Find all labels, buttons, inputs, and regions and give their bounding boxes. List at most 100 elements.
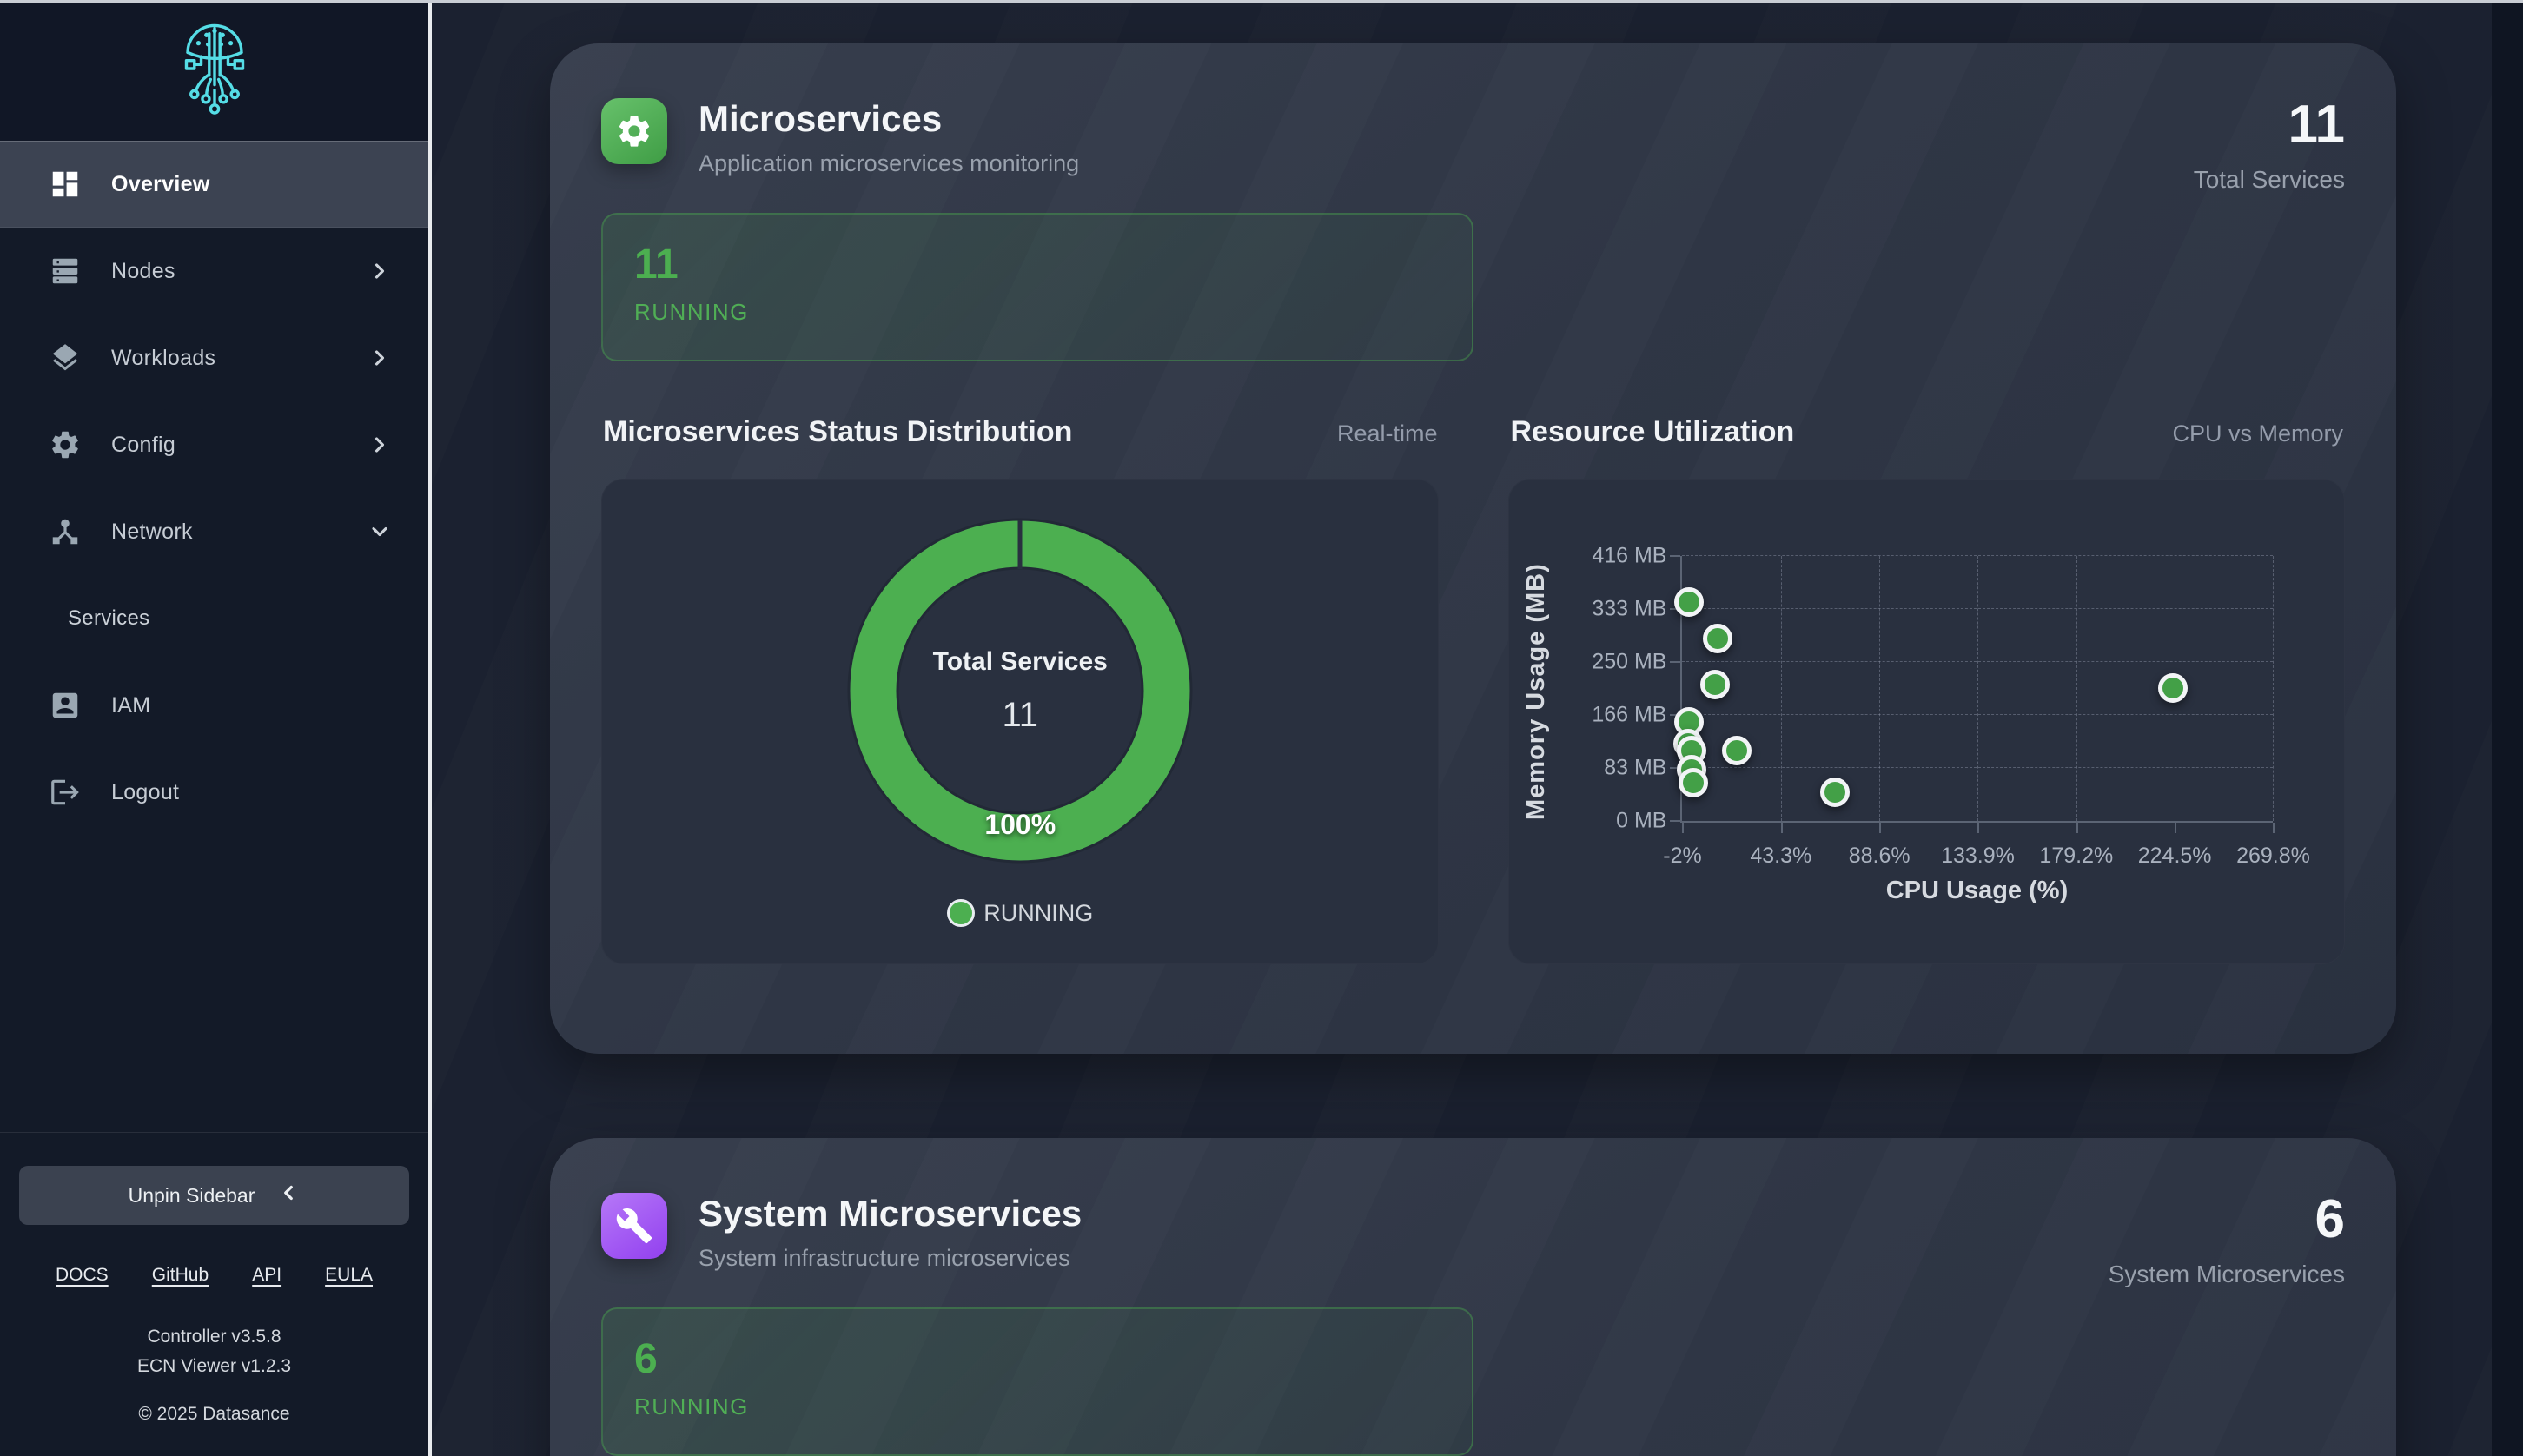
x-tick-mark xyxy=(1977,823,1980,833)
donut-center: Total Services 11 xyxy=(846,517,1194,864)
legend-running-dot xyxy=(947,899,976,927)
gridline-vertical xyxy=(1879,556,1881,821)
y-tick-label: 333 MB xyxy=(1592,596,1667,621)
donut-center-value: 11 xyxy=(1002,695,1038,734)
resource-utilization-chart: Memory Usage (MB) -2% 43.3% 88.6% 133.9% 179… xyxy=(1508,479,2345,964)
sidebar-item-services[interactable]: Services xyxy=(0,575,428,662)
y-axis-label: Memory Usage (MB) xyxy=(1522,563,1551,820)
x-tick-mark xyxy=(2175,823,2177,833)
y-tick-mark xyxy=(1670,661,1681,663)
y-tick-label: 83 MB xyxy=(1604,755,1667,780)
x-tick-label: 269.8% xyxy=(2236,844,2310,868)
y-tick-mark xyxy=(1670,555,1681,557)
sidebar-item-nodes[interactable]: Nodes xyxy=(0,228,428,314)
x-tick-label: 224.5% xyxy=(2137,844,2212,868)
microservices-card: Microservices Application microservices … xyxy=(550,43,2396,1054)
y-tick-label: 0 MB xyxy=(1616,808,1667,833)
layers-icon xyxy=(49,341,82,374)
sidebar-item-workloads[interactable]: Workloads xyxy=(0,314,428,401)
chevron-right-icon[interactable] xyxy=(368,259,392,283)
sidebar-item-config[interactable]: Config xyxy=(0,401,428,488)
gridline-horizontal xyxy=(1682,555,2274,556)
scatter-point[interactable] xyxy=(1819,778,1850,808)
sidebar-item-label: Network xyxy=(111,519,193,544)
sidebar-item-label: Logout xyxy=(111,779,180,804)
sidebar-item-label: Overview xyxy=(111,171,210,196)
status-distribution-column: Microservices Status Distribution Real-t… xyxy=(601,415,1440,964)
sidebar-item-iam[interactable]: IAM xyxy=(0,662,428,749)
gridline-horizontal xyxy=(1682,714,2274,715)
card-title: System Microservices xyxy=(699,1193,1083,1234)
stat-value: 11 xyxy=(2288,95,2345,155)
card-title: Microservices xyxy=(699,98,943,139)
realtime-badge: Real-time xyxy=(1336,420,1438,447)
donut-legend[interactable]: RUNNING xyxy=(947,899,1093,927)
running-status-box: 11 RUNNING xyxy=(601,213,1473,361)
gear-icon xyxy=(49,428,82,461)
microservices-gear-icon xyxy=(601,98,667,164)
unpin-sidebar-label: Unpin Sidebar xyxy=(128,1183,255,1207)
system-microservices-stat: 6 System Microservices xyxy=(2109,1193,2345,1288)
gridline-vertical xyxy=(2273,556,2275,821)
donut-chart: Total Services 11 100% xyxy=(846,517,1194,864)
legend-running-label: RUNNING xyxy=(983,899,1094,926)
sidebar-item-network[interactable]: Network xyxy=(0,488,428,575)
github-link[interactable]: GitHub xyxy=(151,1265,209,1285)
chevron-right-icon[interactable] xyxy=(368,346,392,370)
y-tick-label: 166 MB xyxy=(1592,702,1667,727)
scatter-point[interactable] xyxy=(1700,670,1730,700)
x-tick-mark xyxy=(2273,823,2275,833)
x-tick-label: 133.9% xyxy=(1941,844,2015,868)
sidebar-item-label: Workloads xyxy=(111,345,216,370)
logout-icon xyxy=(49,776,82,809)
copyright: © 2025 Datasance xyxy=(138,1404,290,1424)
scrollbar-track[interactable] xyxy=(2492,3,2523,1456)
gridline-vertical xyxy=(1780,556,1782,821)
x-tick-label: 43.3% xyxy=(1750,844,1812,868)
api-link[interactable]: API xyxy=(252,1265,282,1285)
viewer-version: ECN Viewer v1.2.3 xyxy=(136,1356,292,1376)
eula-link[interactable]: EULA xyxy=(325,1265,373,1285)
footer-links: DOCS GitHub API EULA xyxy=(19,1265,409,1286)
cpu-vs-memory-badge: CPU vs Memory xyxy=(2172,420,2343,447)
main-content: Microservices Application microservices … xyxy=(432,0,2523,1456)
total-services-stat: 11 Total Services xyxy=(2194,98,2345,194)
scatter-point[interactable] xyxy=(1702,623,1732,653)
scatter-point[interactable] xyxy=(1722,736,1752,766)
sidebar-item-overview[interactable]: Overview xyxy=(0,141,428,228)
system-microservices-card: System Microservices System infrastructu… xyxy=(550,1138,2396,1456)
stat-label: System Microservices xyxy=(2108,1261,2345,1287)
sidebar-item-logout[interactable]: Logout xyxy=(0,749,428,836)
running-count: 11 xyxy=(634,242,679,288)
user-badge-icon xyxy=(49,689,82,722)
running-label: RUNNING xyxy=(634,1393,749,1420)
scatter-point[interactable] xyxy=(2158,672,2189,703)
y-tick-label: 416 MB xyxy=(1592,543,1667,568)
status-distribution-chart: Total Services 11 100% RUNNING xyxy=(601,479,1440,964)
donut-percent-label: 100% xyxy=(984,809,1056,840)
charts-row: Microservices Status Distribution Real-t… xyxy=(601,415,2345,964)
chevron-right-icon[interactable] xyxy=(368,433,392,457)
chevron-down-icon[interactable] xyxy=(368,520,392,544)
dashboard-icon xyxy=(49,168,82,201)
scatter-point[interactable] xyxy=(1679,768,1709,798)
sidebar-item-label: Config xyxy=(111,432,176,457)
unpin-sidebar-button[interactable]: Unpin Sidebar xyxy=(19,1166,409,1225)
gridline-vertical xyxy=(1977,556,1979,821)
docs-link[interactable]: DOCS xyxy=(56,1265,109,1285)
sidebar-item-label: Nodes xyxy=(111,258,175,283)
y-tick-mark xyxy=(1670,820,1681,822)
scatter-point[interactable] xyxy=(1673,586,1704,617)
system-microservices-card-header: System Microservices System infrastructu… xyxy=(601,1193,2345,1288)
resource-utilization-column: Resource Utilization CPU vs Memory Memor… xyxy=(1508,415,2345,964)
running-label: RUNNING xyxy=(634,299,749,325)
gridline-vertical xyxy=(2076,556,2077,821)
x-tick-label: 88.6% xyxy=(1848,844,1910,868)
stat-label: Total Services xyxy=(2193,166,2345,193)
stat-value: 6 xyxy=(2314,1189,2345,1249)
jellyfish-logo-icon xyxy=(171,12,258,129)
sidebar-item-label: IAM xyxy=(111,692,151,718)
gridline-horizontal xyxy=(1682,767,2274,768)
x-tick-mark xyxy=(2076,823,2078,833)
